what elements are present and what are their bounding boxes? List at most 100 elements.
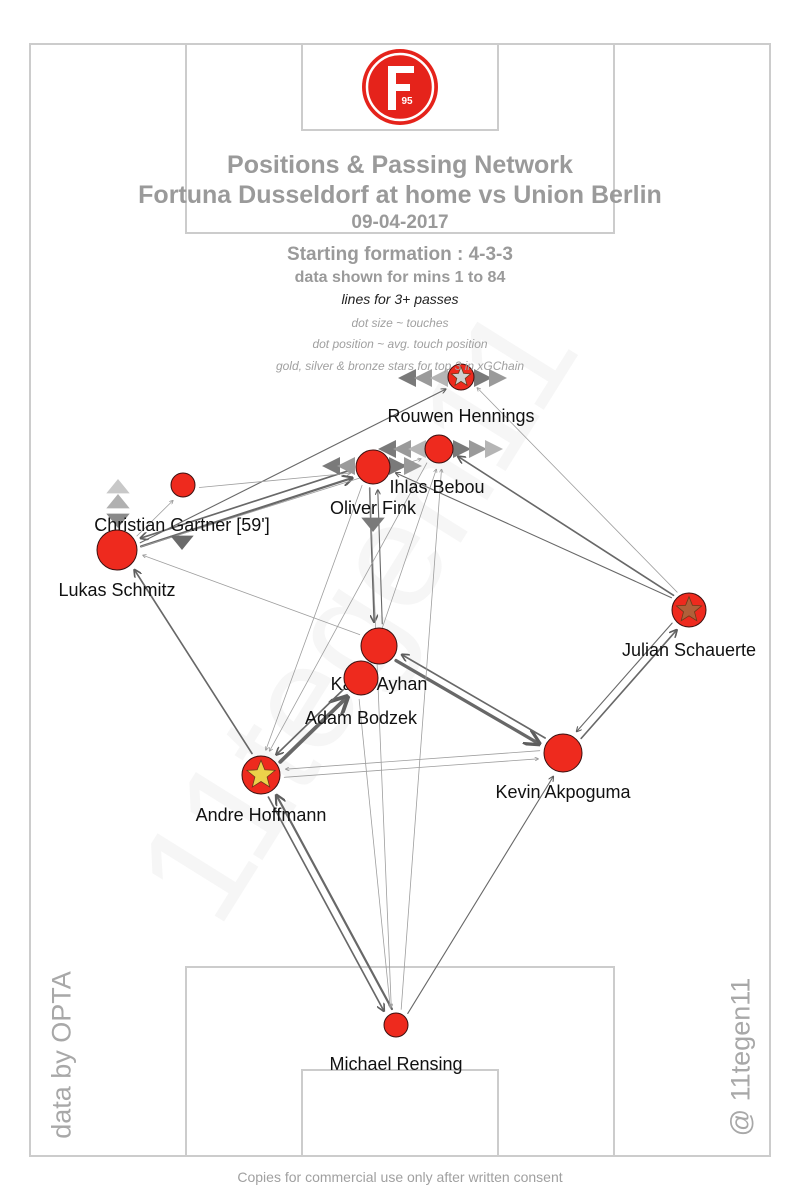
pass-line-akpoguma-to-ayhan <box>402 655 546 739</box>
author-credit: @ 11tegen11 <box>725 977 756 1137</box>
chevron-up-icon <box>106 479 130 494</box>
legend-stars: gold, silver & bronze stars for top 3 in… <box>275 359 525 373</box>
goal-box-bottom <box>301 1069 499 1157</box>
pass-line-ayhan-to-schmitz <box>143 555 361 636</box>
pass-lines <box>134 388 678 1015</box>
pass-line-bodzek-to-bebou <box>371 469 437 660</box>
chevron-left-icon <box>408 440 426 458</box>
chevron-up-icon <box>106 494 130 509</box>
pass-line-schauerte-to-akpoguma <box>577 622 673 731</box>
chevron-right-icon <box>389 457 407 475</box>
player-dot <box>343 660 379 696</box>
chevron-left-icon <box>322 457 340 475</box>
chevron-down-icon <box>361 517 385 532</box>
pass-line-bodzek-to-hoffmann <box>276 688 344 755</box>
player-hoffmann: Andre Hoffmann <box>196 755 327 825</box>
chevron-right-icon <box>485 440 503 458</box>
chevron-down-icon <box>170 535 194 550</box>
logo-number: 95 <box>401 96 413 107</box>
player-name-label: Kevin Akpoguma <box>495 782 631 802</box>
pass-line-gartner-to-fink <box>198 473 350 488</box>
player-name-label: Ihlas Bebou <box>389 477 484 497</box>
chevron-right-icon <box>474 369 492 387</box>
pass-line-hoffmann-to-rensing <box>267 796 384 1011</box>
title-line-1: Positions & Passing Network <box>227 151 573 179</box>
pass-line-ayhan-to-akpoguma <box>394 658 539 744</box>
watermark-text: 11tegen11 <box>103 277 609 948</box>
player-dot <box>96 529 138 571</box>
pass-line-rensing-to-hoffmann <box>276 795 394 1011</box>
player-name-label: Oliver Fink <box>330 498 417 518</box>
team-logo: 95 <box>362 49 438 125</box>
pass-line-fink-to-rensing <box>369 487 391 1007</box>
chevron-right-icon <box>489 369 507 387</box>
player-name-label: Adam Bodzek <box>305 708 418 728</box>
pass-line-fink-to-hoffmann <box>266 484 363 750</box>
chevron-left-icon <box>414 369 432 387</box>
title-line-2: Fortuna Dusseldorf at home vs Union Berl… <box>138 181 662 209</box>
starting-formation: Starting formation : 4-3-3 <box>287 244 513 265</box>
pass-line-schauerte-to-hennings <box>477 388 678 593</box>
pass-line-schauerte-to-bebou <box>458 456 675 597</box>
pitch-outline <box>29 43 771 1157</box>
legend-dot-size: dot size ~ touches <box>351 316 449 330</box>
player-fink: Oliver Fink <box>330 449 417 518</box>
pass-line-rensing-to-akpoguma <box>407 776 554 1015</box>
player-rensing: Michael Rensing <box>329 1012 463 1074</box>
gold-star-icon <box>245 759 277 788</box>
pass-line-hoffmann-to-akpoguma <box>283 759 538 778</box>
minutes-range: data shown for mins 1 to 84 <box>294 269 506 286</box>
player-dot <box>360 627 398 665</box>
match-date: 09-04-2017 <box>351 212 449 233</box>
player-schmitz: Lukas Schmitz <box>58 529 176 600</box>
chevron-left-icon <box>430 369 448 387</box>
pass-line-bebou-to-hoffmann <box>269 462 428 751</box>
player-name-label: Andre Hoffmann <box>196 805 327 825</box>
watermark: 11tegen11 <box>103 277 609 948</box>
player-dot <box>543 733 583 773</box>
player-dot <box>355 449 391 485</box>
pass-line-fink-to-schmitz <box>140 468 353 539</box>
lines-note: lines for 3+ passes <box>341 291 459 307</box>
logo-letter-f <box>388 66 414 110</box>
player-gartner: Christian Gartner [59'] <box>94 472 270 535</box>
player-hennings: Rouwen Hennings <box>387 363 535 426</box>
chevron-left-icon <box>393 440 411 458</box>
chevron-right-icon <box>404 457 422 475</box>
player-name-label: Lukas Schmitz <box>58 580 175 600</box>
goal-box-top <box>301 43 499 131</box>
bronze-star-icon <box>675 595 703 622</box>
player-bodzek: Adam Bodzek <box>305 660 418 728</box>
silver-star-icon <box>450 365 472 387</box>
pass-line-bodzek-to-rensing <box>358 698 390 1007</box>
logo-ring <box>365 52 435 122</box>
substitution-markers <box>106 369 507 550</box>
chart-title: Positions & Passing Network Fortuna Duss… <box>0 150 800 210</box>
player-name-label: Rouwen Hennings <box>387 406 534 426</box>
player-dot <box>424 434 454 464</box>
chevron-left-icon <box>398 369 416 387</box>
pass-line-akpoguma-to-schauerte <box>580 630 677 740</box>
pass-line-hoffmann-to-bodzek <box>278 697 347 764</box>
pass-line-schmitz-to-hennings <box>139 389 446 544</box>
chevron-right-icon <box>453 440 471 458</box>
legend-dot-position: dot position ~ avg. touch position <box>312 337 488 351</box>
data-source-credit: data by OPTA <box>46 971 77 1139</box>
pass-line-akpoguma-to-hoffmann <box>286 750 541 770</box>
chevron-down-icon <box>106 513 130 528</box>
pass-line-schmitz-to-fink <box>139 478 352 548</box>
player-name-label: Julian Schauerte <box>622 640 756 660</box>
pass-line-rensing-to-bebou <box>400 469 441 1010</box>
player-akpoguma: Kevin Akpoguma <box>495 733 632 802</box>
pass-line-schauerte-to-fink <box>396 473 673 599</box>
player-schauerte: Julian Schauerte <box>622 592 756 660</box>
pass-line-hoffmann-to-schmitz <box>134 570 253 755</box>
pass-line-schmitz-to-gartner <box>136 500 173 537</box>
player-bebou: Ihlas Bebou <box>389 434 485 497</box>
chevron-left-icon <box>337 457 355 475</box>
player-dot <box>383 1012 409 1038</box>
player-dot <box>170 472 196 498</box>
player-name-label: Michael Rensing <box>329 1054 462 1074</box>
